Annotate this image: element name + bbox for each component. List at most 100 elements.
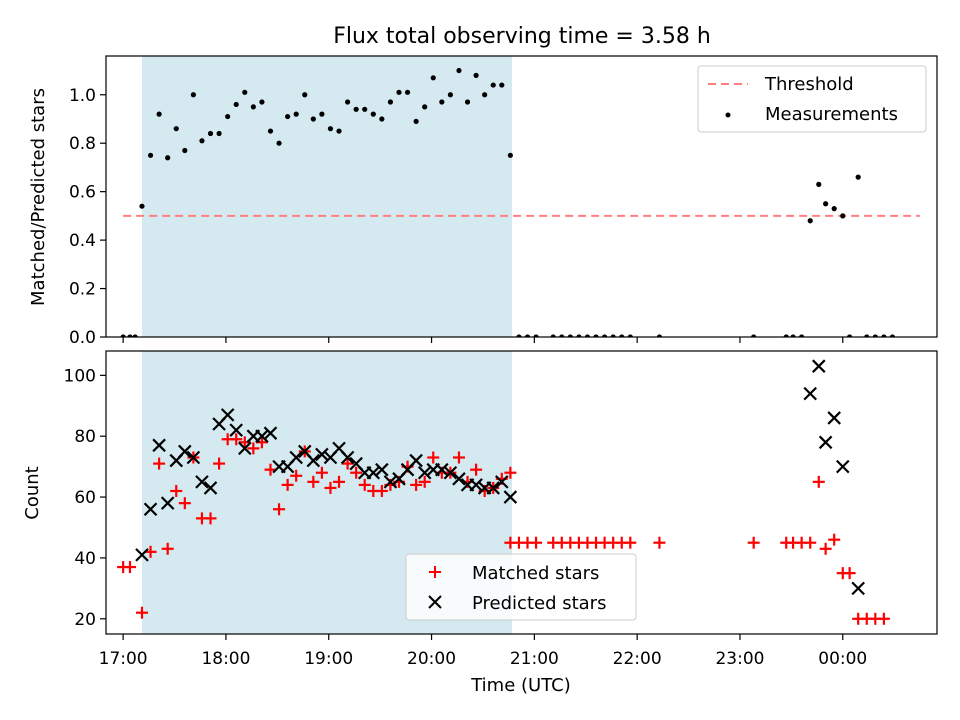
matched-star-marker <box>819 542 832 555</box>
x-axis-label: Time (UTC) <box>470 675 571 696</box>
measurement-point <box>576 334 582 337</box>
measurement-point <box>533 334 539 337</box>
measurement-point <box>190 92 196 98</box>
measurement-point <box>182 147 188 154</box>
matched-star-marker <box>358 478 371 491</box>
predicted-star-marker <box>435 462 449 477</box>
matched-star-marker <box>204 512 217 525</box>
y-tick-label: 1.0 <box>69 86 96 106</box>
y-tick-label: 0.6 <box>69 183 96 203</box>
predicted-star-marker <box>186 450 201 465</box>
matched-star-marker <box>624 536 637 549</box>
predicted-star-marker <box>315 447 329 462</box>
count-panel: 20 40 60 80 100 17:00 18:00 19:00 20:00 21:00 22:0… <box>64 350 938 669</box>
predicted-star-marker <box>495 475 509 489</box>
threshold-legend-label: Threshold <box>764 74 854 95</box>
measurement-point <box>132 334 138 337</box>
predicted-star-marker <box>143 502 158 517</box>
predicted-star-marker <box>469 478 483 492</box>
measurement-point <box>353 106 359 112</box>
measurement-point <box>807 218 813 224</box>
matched-star-marker <box>281 478 294 491</box>
measurement-point <box>507 152 513 158</box>
predicted-star-marker <box>203 481 218 495</box>
matched-star-marker <box>470 463 483 476</box>
predicted-star-marker <box>229 423 243 437</box>
y-tick-label: 60 <box>74 488 96 508</box>
measurement-point <box>840 213 846 219</box>
measurements-legend-swatch <box>725 112 731 118</box>
predicted-star-marker <box>160 496 175 510</box>
ratio-legend-box <box>697 65 927 133</box>
measurement-point <box>404 89 411 95</box>
bottom-y-axis-label: Count <box>22 466 43 519</box>
measurement-point <box>816 181 822 187</box>
matched-star-marker <box>135 606 148 619</box>
measurement-point <box>447 92 453 98</box>
predicted-star-marker <box>340 450 355 465</box>
measurement-point <box>156 111 162 117</box>
predicted-star-marker <box>409 453 423 468</box>
measurement-point <box>889 334 896 337</box>
matched-star-marker <box>350 466 363 479</box>
predicted-star-marker <box>818 435 833 450</box>
y-tick-label: 100 <box>64 366 96 386</box>
predicted-star-marker <box>263 426 278 440</box>
measurement-point <box>225 113 231 120</box>
measurement-point <box>550 334 556 337</box>
predicted-star-marker <box>503 490 518 504</box>
matched-star-marker <box>324 481 337 494</box>
observing-window-shade <box>141 56 513 337</box>
data-layer <box>117 359 890 625</box>
measurement-point <box>872 334 878 337</box>
x-tick-label: 19:00 <box>304 649 353 669</box>
measurement-point <box>593 334 599 337</box>
measurement-point <box>396 89 402 95</box>
predicted-star-marker <box>452 472 466 486</box>
measurement-point <box>473 72 479 78</box>
y-tick-label: 0.8 <box>69 134 96 154</box>
matched-legend-swatch <box>429 566 441 578</box>
measurement-point <box>165 155 171 161</box>
measurement-point <box>855 174 861 180</box>
measurement-point <box>823 201 829 207</box>
predicted-star-marker <box>178 444 192 459</box>
matched-star-marker <box>418 475 431 488</box>
x-tick-label: 23:00 <box>715 649 764 669</box>
measurement-point <box>864 334 870 337</box>
matched-star-marker <box>843 567 856 580</box>
data-layer <box>120 67 920 337</box>
y-tick-label: 0.2 <box>69 280 96 300</box>
measurement-point <box>302 92 308 98</box>
matched-star-marker <box>170 484 183 497</box>
measurement-point <box>336 128 342 134</box>
predicted-star-marker <box>135 548 149 562</box>
measurement-point <box>319 111 325 117</box>
measurement-point <box>293 111 299 117</box>
top-y-axis-label: Matched/Predicted stars <box>28 88 49 306</box>
matched-star-marker <box>747 536 760 549</box>
predicted-star-marker <box>851 581 865 596</box>
matched-star-marker <box>877 612 890 625</box>
measurement-point <box>783 334 789 337</box>
matched-star-marker <box>452 451 465 464</box>
matched-legend-label: Matched stars <box>472 563 599 584</box>
measurement-point <box>120 334 126 337</box>
measurement-point <box>602 334 608 337</box>
measurement-point <box>207 130 214 137</box>
measurement-point <box>147 152 154 158</box>
matched-star-marker <box>828 533 841 546</box>
matched-star-marker <box>273 503 286 516</box>
measurement-point <box>127 334 133 337</box>
ratio-panel: 0.0 0.2 0.4 0.6 0.8 1.0 <box>69 55 938 348</box>
matched-star-marker <box>375 484 388 497</box>
measurement-point <box>267 128 274 134</box>
measurement-point <box>422 104 428 110</box>
x-tick-label: 18:00 <box>201 649 250 669</box>
predicted-star-marker <box>195 475 209 489</box>
measurement-point <box>139 203 145 209</box>
measurement-point <box>250 104 256 110</box>
measurement-point <box>490 82 496 88</box>
predicted-star-marker <box>417 465 432 480</box>
y-tick-label: 0.0 <box>69 328 96 348</box>
